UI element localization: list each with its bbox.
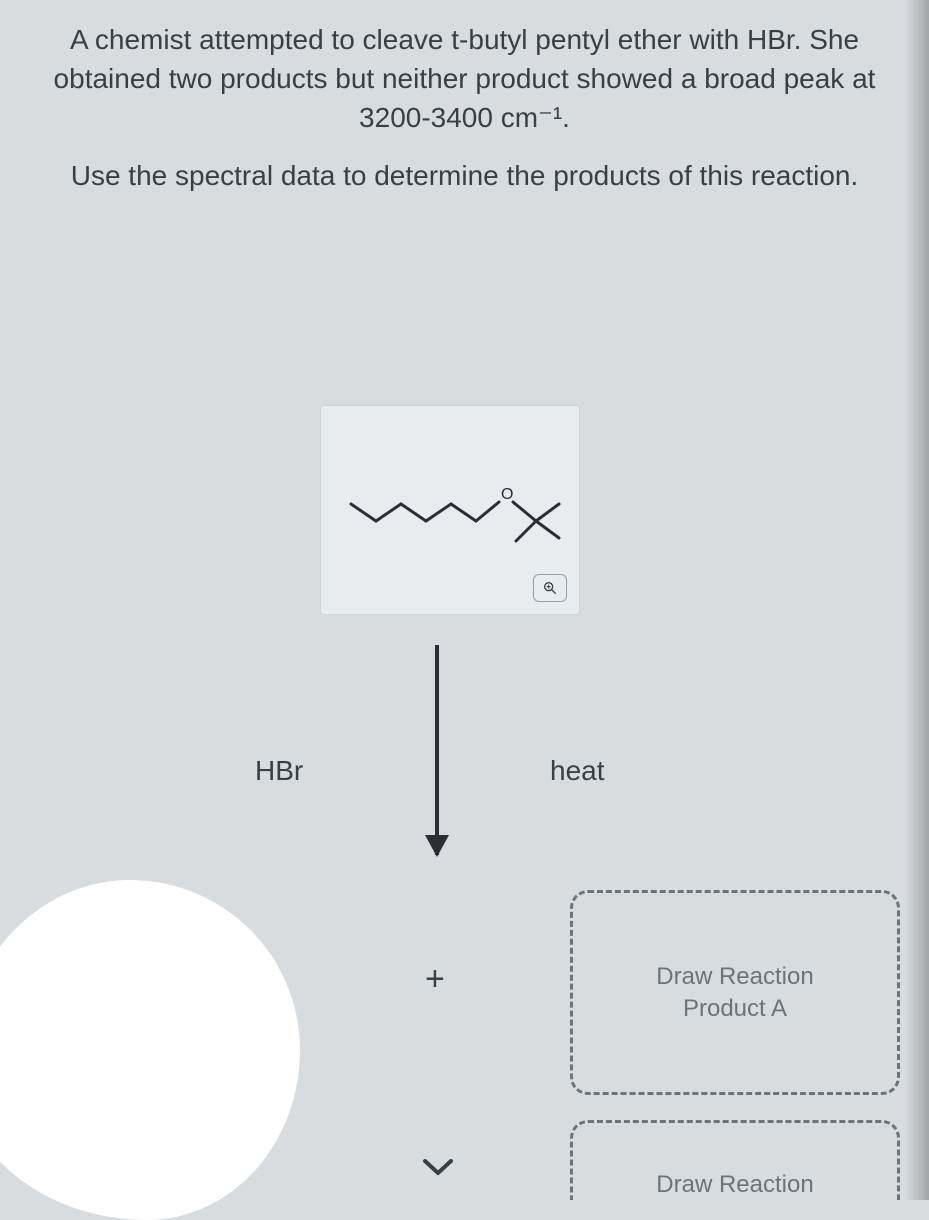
product-a-dropzone[interactable]: Draw Reaction Product A (570, 890, 900, 1095)
scroll-down-button[interactable] (421, 1155, 455, 1184)
reagent-hbr-label: HBr (255, 755, 303, 787)
prompt-paragraph-1: A chemist attempted to cleave t-butyl pe… (50, 20, 879, 138)
reaction-arrow (435, 645, 439, 855)
product-a-label-line1: Draw Reaction (656, 961, 813, 992)
obscured-region (0, 880, 300, 1220)
oxygen-label: O (501, 486, 513, 503)
starting-material-canvas[interactable]: O (320, 405, 580, 615)
molecule-structure: O (341, 466, 571, 566)
magnifier-icon (542, 580, 558, 596)
product-b-dropzone[interactable]: Draw Reaction (570, 1120, 900, 1200)
chevron-down-icon (421, 1155, 455, 1179)
plus-sign: + (425, 960, 445, 999)
page-edge-shadow (905, 0, 929, 1200)
reagent-heat-label: heat (550, 755, 605, 787)
product-b-label-line1: Draw Reaction (656, 1169, 813, 1200)
zoom-button[interactable] (533, 574, 567, 602)
question-prompt: A chemist attempted to cleave t-butyl pe… (0, 0, 929, 195)
prompt-paragraph-2: Use the spectral data to determine the p… (50, 156, 879, 195)
product-a-label-line2: Product A (683, 993, 787, 1024)
